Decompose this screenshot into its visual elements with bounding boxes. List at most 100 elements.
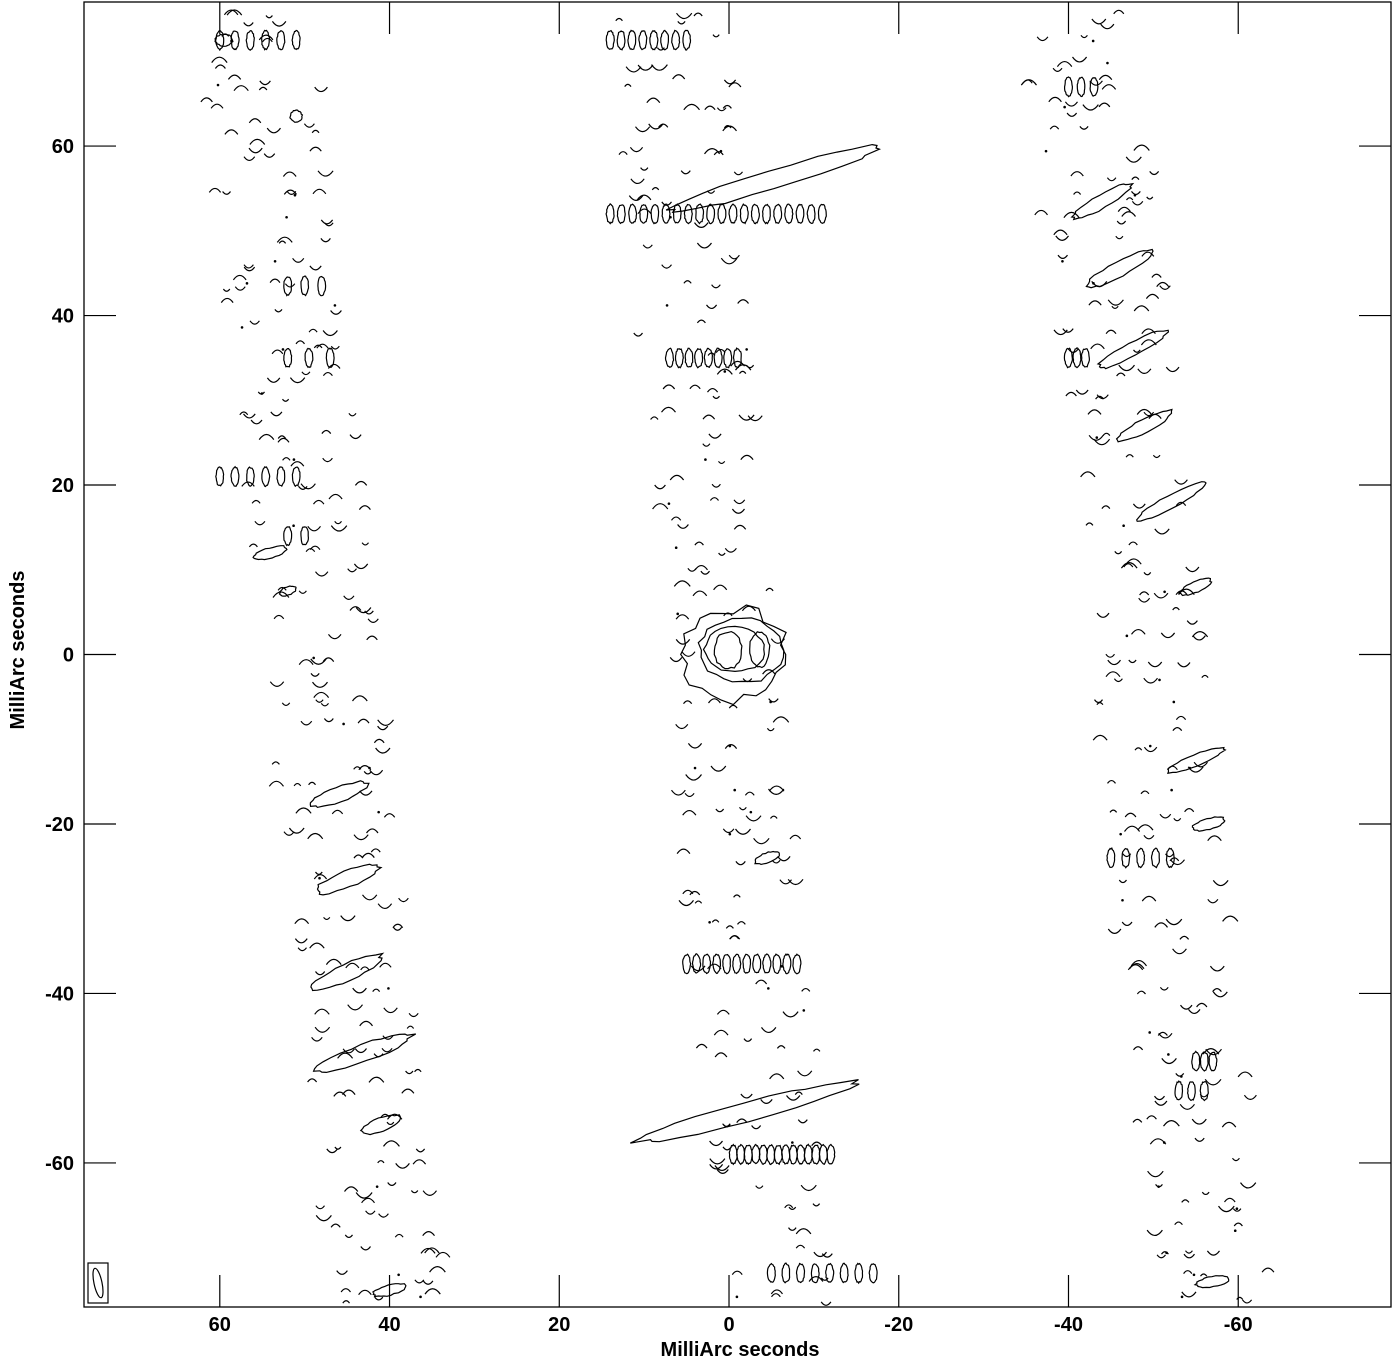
fringe-arc [676,12,693,20]
oval-contour [722,953,732,975]
fringe-arc [250,419,263,425]
fringe-dot [1170,788,1173,792]
fringe-arc [1154,1100,1168,1106]
fringe-arc [1158,1032,1173,1039]
fringe-arc [395,1163,410,1169]
fringe-arc [1175,590,1188,596]
fringe-dot [735,1295,739,1299]
fringe-arc [1131,628,1146,635]
fringe-arc [1121,211,1136,217]
fringe-arc [1118,364,1135,372]
fringe-dot [780,965,784,968]
fringe-arc [1034,209,1048,216]
fringe-arc [373,738,385,744]
oval-contour [691,953,702,974]
fringe-arc [378,1213,389,1218]
fringe-arc [293,782,302,787]
fringe-arc [234,286,246,291]
fringe-arc [718,460,726,465]
fringe-arc [1065,391,1077,397]
fringe-arc [1116,220,1127,225]
x-tick-label: 20 [548,1314,570,1336]
feature-contour [1177,577,1213,597]
fringe-arc [618,151,628,155]
fringe-arc [271,761,280,765]
fringe-arc [233,85,249,92]
fringe-arc [1207,898,1219,904]
y-tick-label: 40 [52,306,74,328]
fringe-arc [277,586,287,591]
fringe-arc [684,792,695,798]
source-contour [680,604,787,706]
fringe-arc [1114,551,1123,555]
fringe-arc [405,1070,414,1075]
fringe-arc [254,520,266,526]
fringe-arc [1149,171,1160,176]
tick-labels-group: 60 40 20 0 -20 -40 -60 60 40 20 0 -20 -40 -60 [45,136,1253,1336]
fringe-arc [1204,1078,1222,1086]
fringe-arc [284,283,296,288]
fringe-dot [1044,149,1048,153]
fringe-arc [243,264,254,269]
fringe-arc [322,330,338,337]
fringe-arc [765,587,774,592]
fringe-arc [1170,859,1185,866]
fringe-arc [789,834,802,840]
fringe-arc [1124,825,1141,832]
fringe-arc [412,1159,427,1165]
fringe-arc [303,123,315,128]
fringe-arc [337,1052,354,1059]
fringe-arc [662,384,676,390]
fringe-arc [770,638,785,644]
oval-contour [638,30,648,51]
oval-contour [628,203,638,224]
fringe-arc [784,1204,794,1209]
fringe-arc [678,900,694,907]
feature-contour [1070,182,1135,221]
fringe-arc [1179,935,1190,940]
y-tick-label: -40 [45,983,74,1005]
fringe-arc [1107,928,1122,934]
fringe-arc [320,219,334,225]
fringe-arc [294,918,310,925]
fringe-arc [248,147,263,154]
fringe-arc [628,195,644,201]
fringe-arc [722,828,735,834]
fringe-arc [323,916,331,921]
fringe-arc [1137,824,1154,831]
fringe-dot [665,304,669,307]
fringe-arc [422,1231,435,1237]
fringe-arc [422,1280,434,1285]
fringe-arc [383,1007,398,1014]
fringe-arc [694,564,708,571]
fringe-arc [694,541,704,546]
fringe-arc [340,915,356,922]
fringe-arc [788,1227,797,1231]
fringe-arc [327,363,341,369]
fringe-arc [1088,300,1102,306]
fringe-arc [795,1244,806,1249]
fringe-arc [1184,808,1195,813]
fringe-dot [1233,1229,1237,1233]
fringe-arc [1169,857,1180,862]
fringe-arc [704,148,721,155]
fringe-arc [1152,454,1161,459]
oval-contour [839,1262,849,1284]
fringe-arc [313,691,330,698]
fringe-arc [1130,959,1147,967]
oval-contour [781,1262,791,1284]
fringe-arc [731,1270,743,1275]
fringe-arc [733,894,741,898]
fringe-arc [709,1158,726,1165]
fringe-arc [354,480,368,486]
fringe-arc [1199,1093,1209,1098]
fringe-arc [651,187,660,191]
fringe-arc [221,33,230,37]
oval-contour [795,203,805,224]
fringe-dot [1063,105,1066,109]
fringe-arc [811,1141,823,1147]
oval-contour [325,347,335,369]
fringe-dot [342,722,345,726]
fringe-arc [361,1197,375,1204]
fringe-arc [745,815,762,822]
